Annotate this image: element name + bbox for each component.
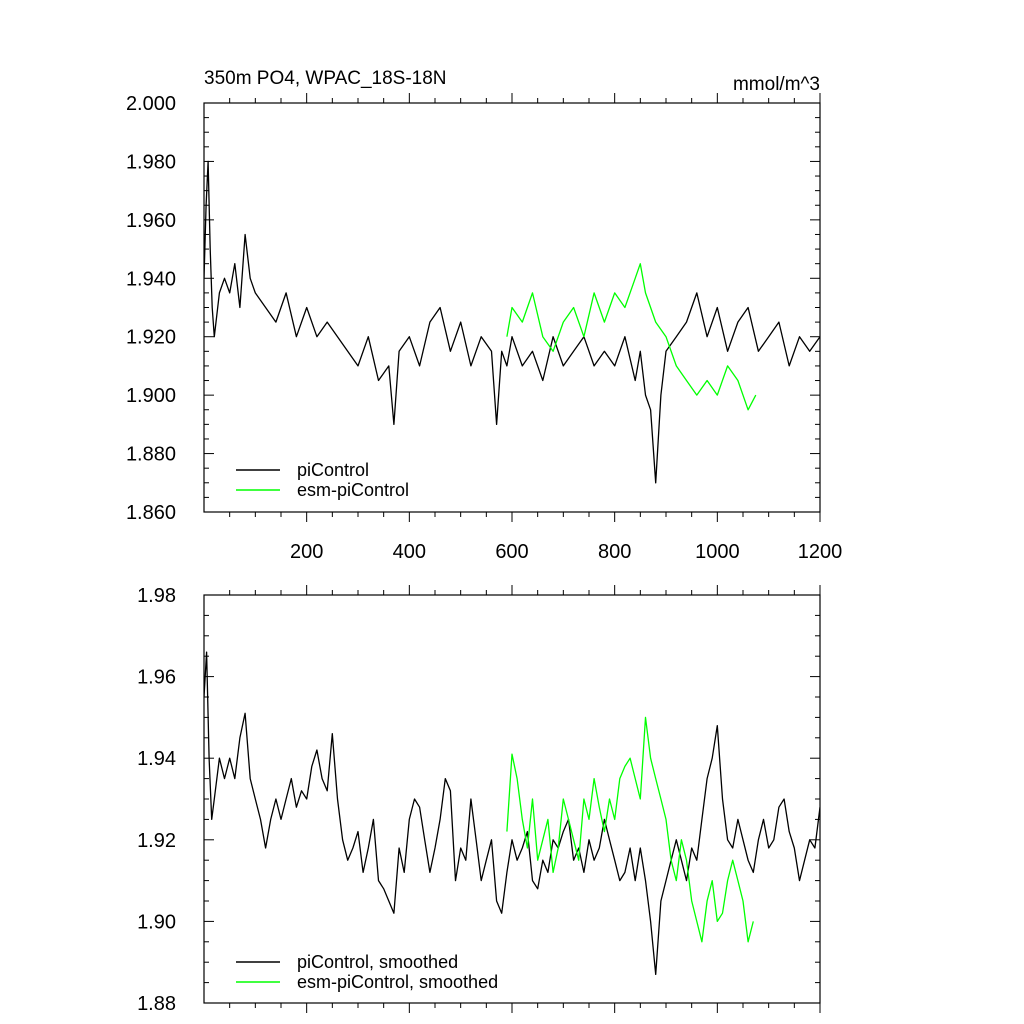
y-tick-label: 1.940 — [126, 268, 176, 290]
y-tick-label: 1.98 — [137, 585, 176, 607]
y-tick-label: 1.960 — [126, 210, 176, 232]
y-tick-label: 1.92 — [137, 830, 176, 852]
x-tick-label: 600 — [495, 541, 528, 563]
legend-label: piControl, smoothed — [297, 952, 458, 972]
legend-label: esm-piControl — [297, 480, 409, 500]
legend-label: piControl — [297, 460, 369, 480]
x-tick-label: 800 — [598, 541, 631, 563]
plot-smoothed: 1.88 1.90 1.92 1.94 1.96 1.98 piControl, smoot… — [137, 585, 821, 1015]
series-line-esm-picontrol — [506, 263, 757, 411]
y-tick-label: 1.88 — [137, 993, 176, 1015]
y-tick-label: 1.94 — [137, 748, 176, 770]
x-tick-label: 1200 — [798, 541, 843, 563]
top-units: mmol/m^3 — [733, 74, 820, 95]
x-tick-label: 400 — [393, 541, 426, 563]
top-title: 350m PO4, WPAC_18S-18N — [204, 68, 447, 89]
y-tick-label: 1.980 — [126, 151, 176, 173]
x-tick-label: 200 — [290, 541, 323, 563]
y-tick-label: 1.96 — [137, 667, 176, 689]
series-line-esm-picontrol — [506, 716, 754, 943]
series-line-picontrol — [204, 160, 820, 484]
series-line-picontrol — [204, 651, 820, 976]
x-tick-label: 1000 — [695, 541, 740, 563]
y-tick-label: 1.900 — [126, 385, 176, 407]
y-tick-label: 2.000 — [126, 93, 176, 115]
y-tick-label: 1.860 — [126, 502, 176, 524]
y-tick-label: 1.880 — [126, 444, 176, 466]
y-tick-label: 1.920 — [126, 327, 176, 349]
y-tick-label: 1.90 — [137, 911, 176, 933]
legend-label: esm-piControl, smoothed — [297, 972, 498, 992]
plot-raw: 1.860 1.880 1.900 1.920 1.940 1.960 1.980 2.000… — [126, 93, 842, 563]
plot-frame — [203, 594, 821, 1004]
